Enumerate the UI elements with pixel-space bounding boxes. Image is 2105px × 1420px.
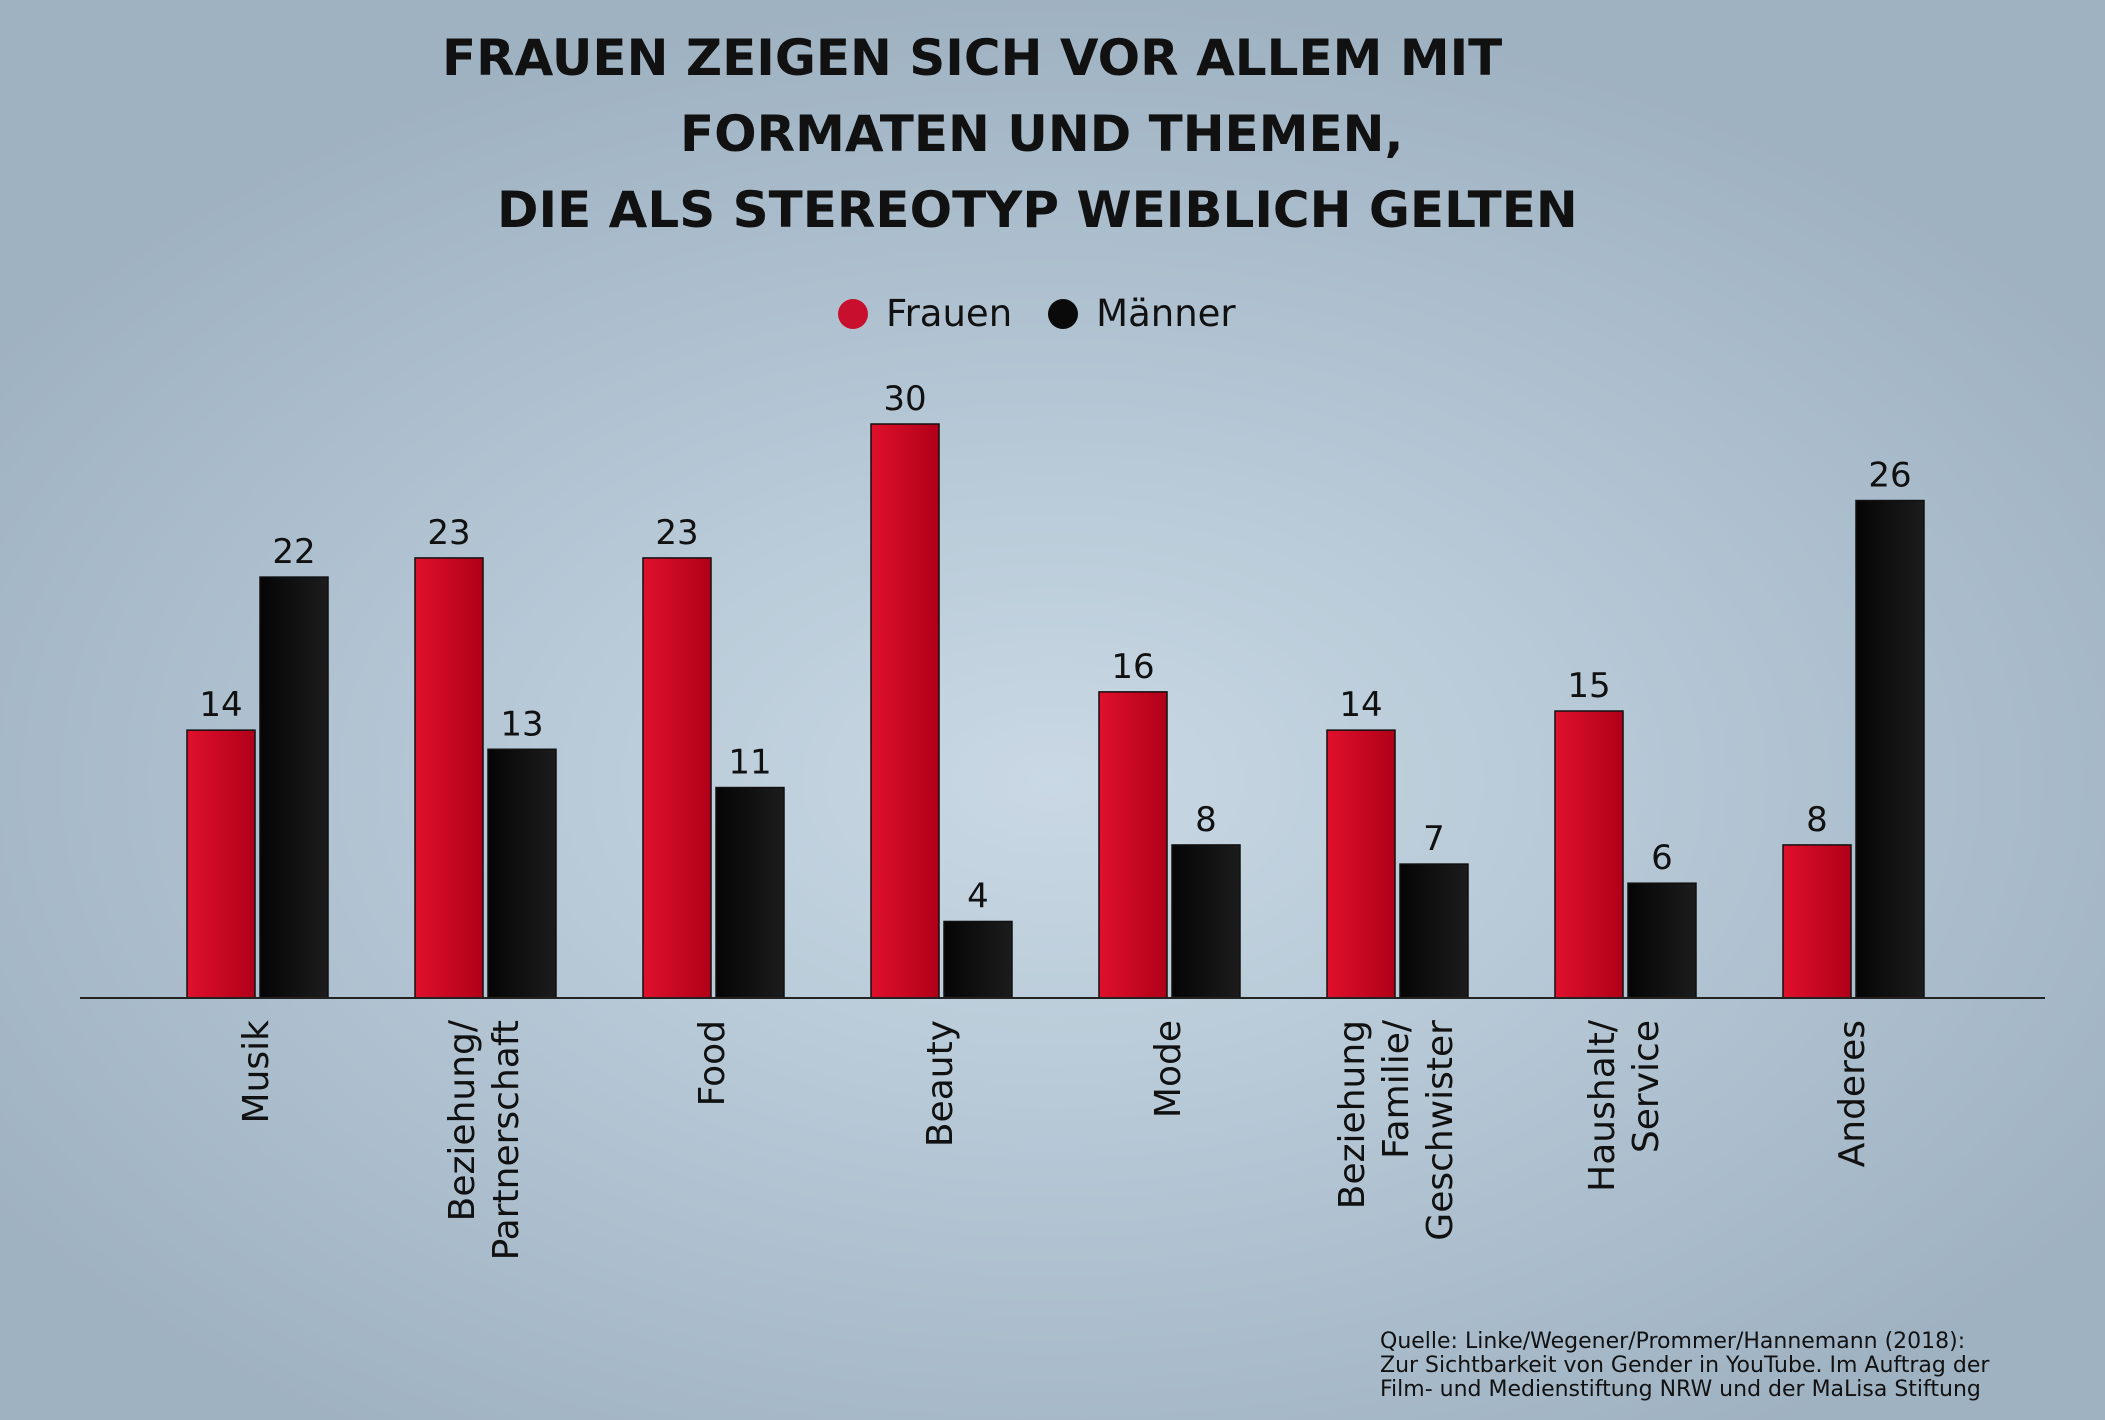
- legend-item-frauen: Frauen: [838, 292, 1012, 335]
- legend-label-frauen: Frauen: [886, 292, 1013, 335]
- category-label-0-line-0: Musik: [236, 1020, 277, 1124]
- category-label-5-line-0: Beziehung: [1332, 1020, 1373, 1209]
- bar-frauen-7: [1782, 844, 1852, 999]
- category-label-1: Beziehung/Partnerschaft: [442, 1019, 527, 1260]
- data-label-frauen-4: 16: [1111, 647, 1154, 687]
- bar-maenner-5: [1399, 863, 1469, 999]
- category-label-1-line-0: Beziehung/: [442, 1019, 483, 1221]
- category-label-4-line-0: Mode: [1148, 1020, 1189, 1118]
- data-label-maenner-2: 11: [728, 743, 771, 783]
- data-label-maenner-0: 22: [272, 532, 315, 572]
- category-label-3-line-0: Beauty: [920, 1020, 961, 1147]
- source-line-3: Film- und Medienstiftung NRW und der MaL…: [1380, 1377, 1981, 1402]
- source-line-2: Zur Sichtbarkeit von Gender in YouTube. …: [1380, 1353, 1990, 1378]
- bar-frauen-1: [414, 557, 484, 999]
- category-label-1-line-1: Partnerschaft: [486, 1020, 527, 1260]
- chart-legend: Frauen Männer: [838, 292, 1272, 335]
- data-label-frauen-2: 23: [655, 513, 698, 553]
- title-line-2: FORMATEN UND THEMEN,: [680, 105, 1404, 163]
- bar-frauen-3: [870, 423, 940, 999]
- category-label-5-line-1: Familie/: [1376, 1019, 1417, 1159]
- category-label-6-line-1: Service: [1626, 1020, 1667, 1153]
- bar-frauen-0: [186, 729, 256, 999]
- bar-frauen-6: [1554, 710, 1624, 999]
- legend-dot-frauen: [838, 298, 868, 329]
- category-label-5: Beziehung Familie/Geschwister: [1332, 1019, 1461, 1241]
- bar-maenner-7: [1855, 499, 1925, 999]
- bar-maenner-6: [1627, 882, 1697, 999]
- bar-frauen-5: [1326, 729, 1396, 999]
- bar-maenner-0: [259, 576, 329, 999]
- category-label-6: Haushalt/Service: [1582, 1019, 1667, 1192]
- data-label-maenner-4: 8: [1195, 800, 1217, 840]
- source-note: Quelle: Linke/Wegener/Prommer/Hannemann …: [1380, 1330, 2080, 1402]
- category-label-4: Mode: [1148, 1020, 1189, 1118]
- category-label-6-line-0: Haushalt/: [1582, 1019, 1623, 1192]
- category-label-2: Food: [692, 1020, 733, 1106]
- bar-maenner-3: [943, 920, 1013, 999]
- bar-frauen-2: [642, 557, 712, 999]
- data-label-frauen-3: 30: [883, 379, 926, 419]
- data-label-maenner-3: 4: [967, 876, 989, 916]
- data-label-maenner-6: 6: [1651, 838, 1673, 878]
- data-label-frauen-6: 15: [1567, 666, 1610, 706]
- data-label-frauen-1: 23: [427, 513, 470, 553]
- data-label-frauen-7: 8: [1806, 800, 1828, 840]
- bar-maenner-4: [1171, 844, 1241, 999]
- bar-frauen-4: [1098, 691, 1168, 999]
- data-label-frauen-5: 14: [1339, 685, 1382, 725]
- category-label-3: Beauty: [920, 1020, 961, 1147]
- legend-item-maenner: Männer: [1048, 292, 1236, 335]
- category-label-5-line-2: Geschwister: [1420, 1020, 1461, 1241]
- category-label-7-line-0: Anderes: [1832, 1020, 1873, 1167]
- data-label-maenner-1: 13: [500, 704, 543, 744]
- category-label-7: Anderes: [1832, 1020, 1873, 1167]
- title-line-1: FRAUEN ZEIGEN SICH VOR ALLEM MIT: [442, 29, 1503, 87]
- bar-maenner-1: [487, 748, 557, 999]
- legend-dot-maenner: [1048, 298, 1079, 329]
- source-line-1: Quelle: Linke/Wegener/Prommer/Hannemann …: [1380, 1329, 1966, 1354]
- category-label-2-line-0: Food: [692, 1020, 733, 1106]
- data-label-maenner-7: 26: [1868, 456, 1911, 496]
- bar-maenner-2: [715, 786, 785, 999]
- data-label-frauen-0: 14: [199, 685, 242, 725]
- category-label-0: Musik: [236, 1020, 277, 1124]
- title-line-3: DIE ALS STEREOTYP WEIBLICH GELTEN: [497, 181, 1578, 239]
- legend-label-maenner: Männer: [1096, 292, 1236, 335]
- data-label-maenner-5: 7: [1423, 819, 1445, 859]
